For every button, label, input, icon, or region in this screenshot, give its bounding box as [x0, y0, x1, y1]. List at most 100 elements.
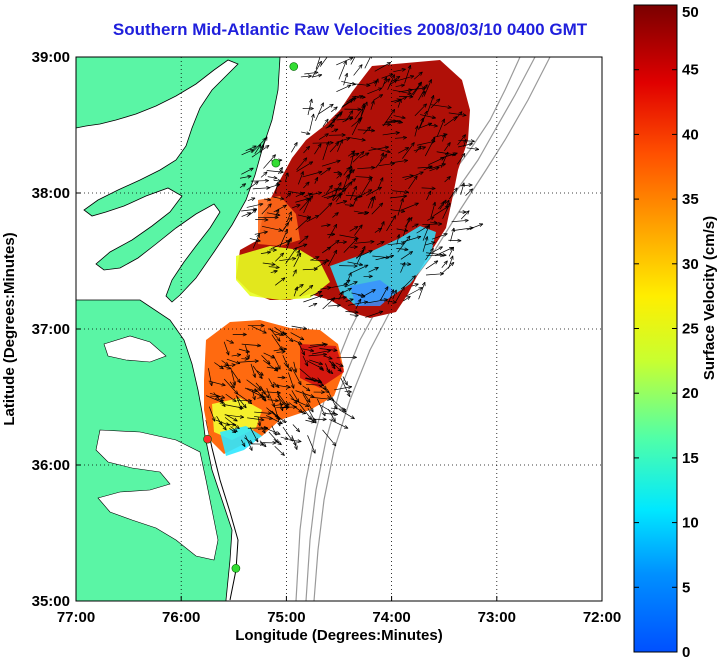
velocity-arrow-head — [368, 177, 373, 182]
velocity-arrow-head — [233, 417, 238, 422]
velocity-arrow-head — [383, 76, 388, 82]
velocity-arrow — [352, 151, 365, 163]
velocity-arrow-head — [349, 298, 354, 302]
velocity-arrow — [216, 416, 223, 426]
velocity-arrow — [321, 160, 341, 167]
velocity-arrow-head — [320, 383, 325, 388]
velocity-arrow — [400, 202, 419, 211]
velocity-arrow — [267, 176, 278, 179]
velocity-arrow — [417, 166, 433, 169]
velocity-arrow-head — [469, 226, 474, 231]
velocity-arrow-head — [225, 351, 230, 356]
velocity-arrow-head — [418, 82, 422, 87]
velocity-arrow-head — [291, 256, 297, 261]
velocity-arrow — [411, 283, 419, 287]
velocity-arrow — [444, 142, 451, 152]
velocity-arrow — [395, 286, 405, 302]
velocity-arrow — [357, 167, 375, 170]
velocity-arrow-head — [265, 394, 270, 399]
velocity-arrow — [241, 212, 252, 217]
velocity-arrow — [273, 179, 282, 182]
velocity-arrow — [317, 377, 327, 390]
velocity-arrow — [374, 62, 391, 72]
velocity-arrow — [325, 413, 338, 415]
velocity-arrow — [348, 169, 352, 179]
velocity-arrow-head — [446, 142, 451, 147]
velocity-arrow — [236, 395, 242, 410]
velocity-arrow-head — [331, 118, 336, 124]
velocity-arrow — [337, 139, 343, 152]
velocity-arrow — [320, 167, 331, 176]
velocity-arrow-head — [384, 145, 389, 150]
velocity-arrow-head — [266, 186, 271, 190]
velocity-arrow-head — [287, 238, 292, 243]
velocity-arrow-head — [260, 417, 265, 422]
velocity-arrow — [270, 270, 278, 274]
velocity-arrow-head — [312, 419, 317, 424]
velocity-arrow — [426, 252, 447, 256]
velocity-arrow — [225, 393, 237, 402]
velocity-arrow — [353, 210, 368, 215]
velocity-arrow — [327, 304, 341, 307]
velocity-arrow — [268, 431, 280, 444]
velocity-arrow — [336, 117, 354, 121]
colorbar-tick-label: 5 — [682, 579, 690, 596]
y-axis-ticks: 39:00 38:00 37:00 36:00 35:00 — [32, 49, 81, 610]
velocity-arrow-head — [389, 73, 394, 78]
velocity-arrow — [226, 358, 241, 365]
velocity-arrow — [349, 264, 369, 274]
velocity-arrow-head — [219, 399, 225, 404]
velocity-arrow-head — [404, 190, 409, 194]
velocity-arrow-head — [395, 76, 401, 80]
velocity-arrow-head — [326, 349, 331, 353]
velocity-arrow-head — [315, 256, 320, 260]
velocity-arrow — [463, 139, 467, 147]
velocity-arrow-head — [248, 398, 253, 403]
velocity-arrow — [349, 226, 359, 232]
velocity-arrow — [273, 196, 285, 200]
velocity-arrow — [316, 398, 326, 417]
velocity-arrow-head — [241, 442, 246, 447]
velocity-arrow — [208, 368, 213, 386]
velocity-arrow-head — [347, 389, 352, 394]
velocity-arrow-head — [406, 217, 411, 222]
velocity-arrow-head — [290, 384, 295, 389]
velocity-arrow-head — [271, 403, 275, 408]
velocity-arrow — [241, 149, 254, 156]
velocity-arrow — [310, 259, 330, 262]
velocity-arrow-head — [400, 83, 405, 88]
velocity-arrow-head — [286, 385, 291, 389]
velocity-arrow — [429, 166, 440, 172]
velocity-arrow — [381, 73, 394, 79]
velocity-arrow — [349, 314, 359, 317]
velocity-arrow — [208, 380, 226, 386]
velocity-arrow-head — [344, 381, 348, 386]
velocity-arrow — [367, 196, 374, 209]
velocity-arrow-head — [354, 236, 359, 240]
x-tick-label: 74:00 — [372, 609, 410, 626]
velocity-arrow-head — [419, 171, 424, 176]
velocity-arrow — [241, 167, 254, 175]
velocity-arrow-head — [293, 247, 297, 252]
velocity-arrow — [416, 225, 429, 234]
velocity-arrow — [433, 205, 450, 217]
velocity-arrow-head — [232, 381, 237, 386]
velocity-arrow-head — [364, 101, 368, 106]
velocity-arrow-head — [232, 398, 237, 403]
velocity-arrow — [302, 348, 315, 352]
velocity-arrow — [387, 242, 405, 246]
velocity-arrow — [303, 295, 323, 303]
velocity-arrow — [352, 196, 358, 207]
velocity-arrow — [347, 169, 355, 176]
velocity-arrow — [412, 82, 422, 96]
velocity-arrow-head — [424, 225, 429, 230]
velocity-arrow-head — [431, 186, 436, 191]
velocity-arrow — [394, 137, 407, 139]
velocity-arrow — [262, 359, 279, 372]
velocity-arrow-head — [324, 118, 329, 123]
velocity-arrow-head — [338, 111, 343, 116]
velocity-arrow — [292, 424, 300, 433]
velocity-arrow-head — [333, 412, 338, 417]
station-marker — [271, 158, 281, 168]
velocity-arrow — [373, 94, 383, 101]
